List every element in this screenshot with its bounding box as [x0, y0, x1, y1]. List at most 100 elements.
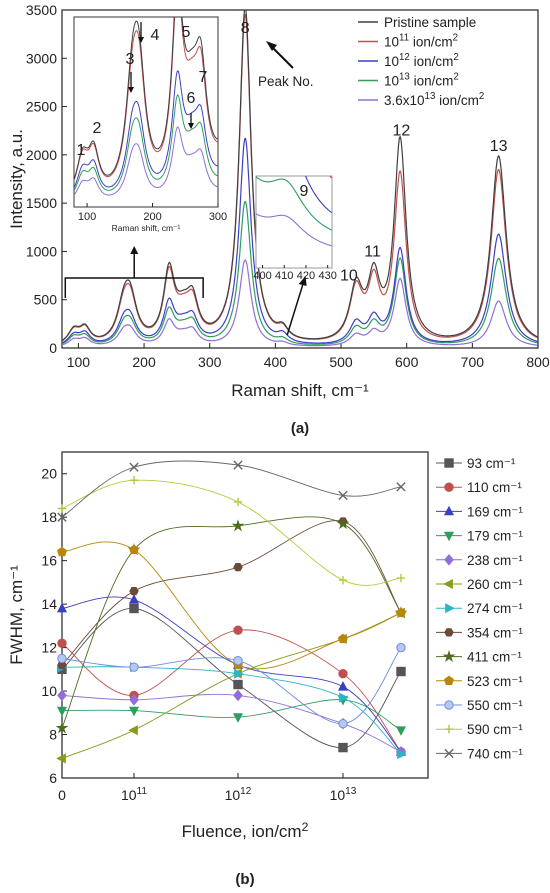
marker-circle [396, 642, 406, 653]
marker-circle [338, 668, 348, 679]
marker-square [396, 666, 406, 677]
marker-star [231, 519, 245, 532]
marker-plus [396, 573, 406, 583]
marker-triangle [232, 713, 244, 723]
marker-triangle [56, 706, 68, 717]
marker-hexagon [129, 587, 139, 596]
fwhm-curve [62, 647, 402, 725]
marker-star [336, 517, 350, 530]
legend-label: 1013 ion/cm2 [384, 72, 459, 89]
marker-circle [233, 655, 243, 666]
x-tick-label: 1011 [121, 786, 147, 803]
legend-label: 590 cm⁻¹ [467, 722, 523, 737]
legend-label: 550 cm⁻¹ [467, 698, 523, 713]
marker-triangle [128, 725, 138, 736]
inset-small-line [256, 176, 332, 231]
marker-triangle [443, 531, 455, 542]
inset-small-tick-label: 420 [297, 270, 315, 282]
inset-spectrum-line [74, 126, 218, 196]
marker-triangle [397, 749, 407, 760]
inset-small-tick-label: 430 [318, 270, 336, 282]
y-tick-label: 3500 [26, 2, 57, 18]
fwhm-curve [62, 693, 402, 753]
marker-triangle [234, 668, 244, 679]
inset-arrow-head [130, 246, 139, 254]
marker-diamond [57, 689, 67, 702]
fwhm-curve [62, 699, 402, 731]
peak-label: 13 [490, 138, 508, 155]
inset-small-tick-label: 410 [275, 270, 293, 282]
inset-peak-label: 7 [199, 69, 208, 86]
peak-label: 11 [364, 243, 381, 260]
y-tick-label: 1500 [26, 195, 57, 211]
inset-spectrum-line [74, 70, 218, 188]
y-tick-label: 3000 [26, 50, 57, 66]
marker-circle [57, 653, 67, 664]
inset-peak-label: 1 [77, 142, 86, 159]
marker-cross [233, 460, 243, 470]
marker-cross [338, 490, 348, 501]
spectrum-line [62, 137, 538, 344]
legend-label: 523 cm⁻¹ [467, 674, 523, 689]
marker-triangle [128, 594, 140, 604]
marker-triangle [395, 726, 407, 736]
x-tick-label: 600 [395, 354, 419, 370]
marker-triangle [445, 603, 455, 614]
marker-cross [129, 462, 139, 472]
marker-plus [444, 725, 454, 734]
marker-triangle [443, 505, 455, 516]
inset-small-line [256, 213, 332, 247]
inset-arrow-head [188, 123, 194, 129]
y-tick-label: 14 [41, 596, 57, 612]
marker-triangle [128, 706, 140, 717]
x-tick-label: 100 [67, 354, 91, 370]
x-tick-label: 200 [132, 354, 156, 370]
legend-label: 354 cm⁻¹ [467, 625, 523, 640]
marker-diamond [444, 553, 454, 566]
marker-circle [57, 638, 67, 648]
spectrum-line [62, 259, 538, 347]
peak-label: 8 [241, 20, 250, 37]
marker-square [129, 603, 139, 614]
panel-label-a: (a) [291, 420, 309, 437]
marker-circle [444, 482, 454, 492]
peak-annotation: Peak No. [258, 74, 314, 89]
x-axis-title: Raman shift, cm⁻¹ [231, 381, 369, 400]
y-tick-label: 18 [41, 509, 57, 525]
inset-peak-label: 6 [187, 90, 196, 107]
marker-star [55, 721, 69, 734]
legend-label: 740 cm⁻¹ [467, 746, 523, 761]
raman-spectrum-chart: 100 200 300 400 500 600 700 800 0 500 1000 1500 2000… [7, 2, 550, 437]
marker-circle [233, 625, 243, 635]
legend-label: 1012 ion/cm2 [384, 52, 459, 69]
marker-hexagon [444, 628, 454, 637]
y-tick-label: 12 [41, 640, 57, 656]
legend-label: 274 cm⁻¹ [467, 601, 523, 616]
legend-label: Pristine sample [384, 15, 476, 30]
marker-square [338, 742, 348, 753]
y-tick-label: 20 [41, 466, 57, 482]
marker-pentagon [338, 633, 348, 644]
marker-circle [444, 700, 454, 710]
inset-x-tick-label: 300 [209, 211, 227, 223]
inset-arrow-head [138, 37, 144, 43]
y-tick-label: 10 [41, 683, 57, 699]
legend-label: 179 cm⁻¹ [467, 529, 523, 544]
legend-label: 238 cm⁻¹ [467, 553, 523, 568]
x-tick-label: 700 [461, 354, 485, 370]
inset-peak-label: 4 [151, 27, 160, 44]
x-tick-label: 300 [198, 354, 222, 370]
y-tick-label: 2500 [26, 99, 57, 115]
marker-pentagon [396, 607, 406, 618]
marker-cross [57, 512, 67, 522]
y-axis-title: Intensity, a.u. [7, 129, 26, 229]
marker-pentagon [57, 546, 67, 557]
marker-plus [233, 497, 243, 507]
y-tick-label: 6 [49, 770, 57, 786]
peak-label: 10 [340, 267, 358, 284]
arrow-line [269, 44, 294, 69]
spectrum-line [62, 200, 538, 345]
legend-label: 1011 ion/cm2 [384, 33, 458, 50]
inset-spectrum-line [74, 17, 218, 180]
